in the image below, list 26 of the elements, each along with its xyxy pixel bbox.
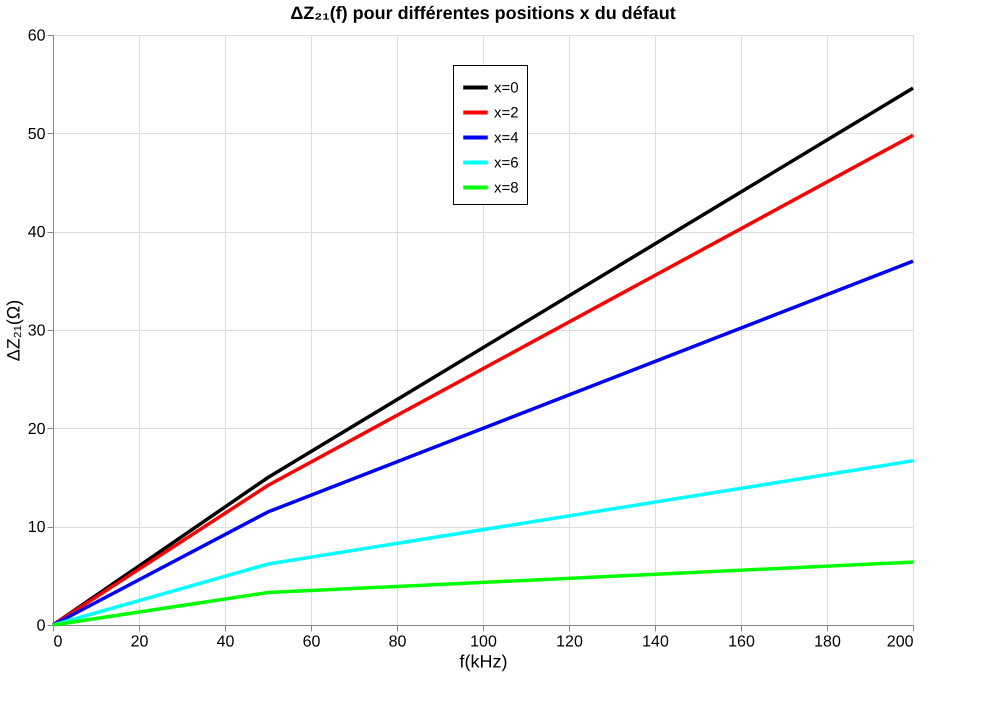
y-tick-label: 50 [28,126,46,143]
legend-label: x=0 [494,80,519,96]
x-tick-label: 200 [886,634,914,650]
y-tick-label: 20 [28,420,46,438]
x-tick-label: 0 [54,634,62,650]
legend-label: x=2 [494,104,519,122]
y-tick-label: 60 [28,28,46,44]
legend-label: x=4 [494,130,519,146]
legend-label: x=8 [494,180,519,196]
x-tick-label: 20 [130,634,148,650]
x-tick-label: 80 [388,634,406,650]
x-tick-label: 160 [728,634,755,650]
y-axis-title: ΔZ₂₁(Ω) [4,300,24,362]
x-tick-label: 40 [216,634,234,650]
x-tick-label: 100 [470,634,497,650]
y-tick-label: 40 [28,224,46,242]
x-tick-label: 120 [556,634,583,650]
x-axis-title: f(kHz) [460,652,508,672]
legend-label: x=6 [494,154,519,172]
y-tick-label: 10 [28,519,46,536]
y-tick-label: 30 [28,322,46,340]
x-tick-label: 180 [814,634,841,650]
y-tick-label: 0 [36,618,46,634]
chart-title: ΔZ₂₁(f) pour différentes positions x du défaut [290,3,676,23]
x-tick-label: 140 [642,634,669,650]
x-tick-label: 60 [302,634,320,650]
